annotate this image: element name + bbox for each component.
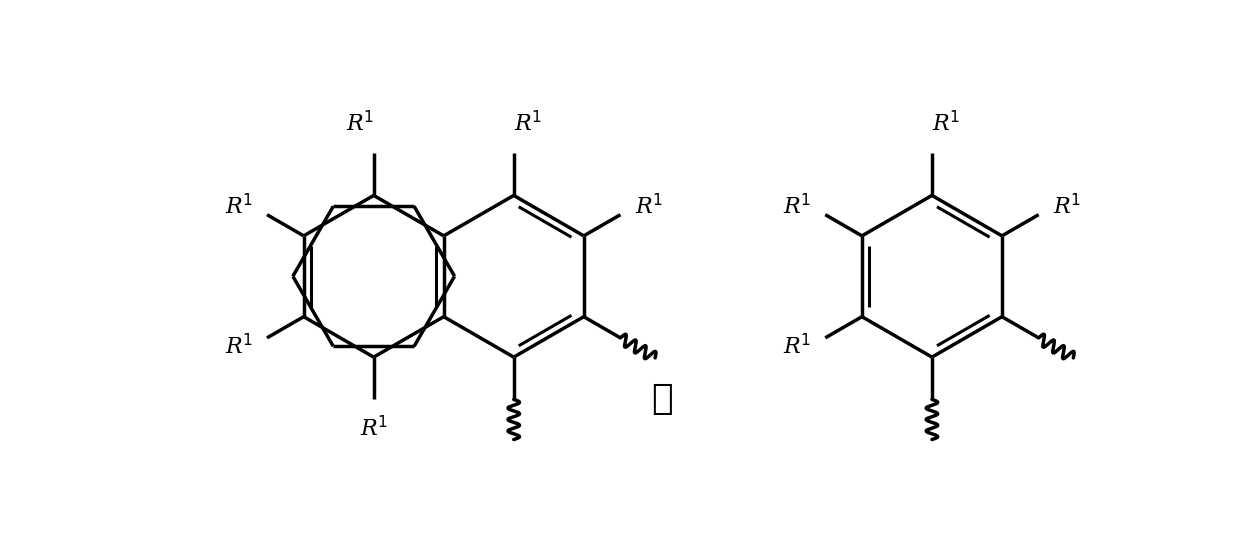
Text: R$^1$: R$^1$: [224, 334, 252, 359]
Text: R$^1$: R$^1$: [513, 111, 542, 136]
Text: R$^1$: R$^1$: [360, 417, 388, 442]
Text: R$^1$: R$^1$: [635, 194, 663, 219]
Text: 或: 或: [652, 383, 673, 417]
Text: R$^1$: R$^1$: [782, 194, 811, 219]
Text: R$^1$: R$^1$: [346, 111, 373, 136]
Text: R$^1$: R$^1$: [1053, 194, 1081, 219]
Text: R$^1$: R$^1$: [932, 111, 960, 136]
Text: R$^1$: R$^1$: [224, 194, 252, 219]
Text: R$^1$: R$^1$: [782, 334, 811, 359]
